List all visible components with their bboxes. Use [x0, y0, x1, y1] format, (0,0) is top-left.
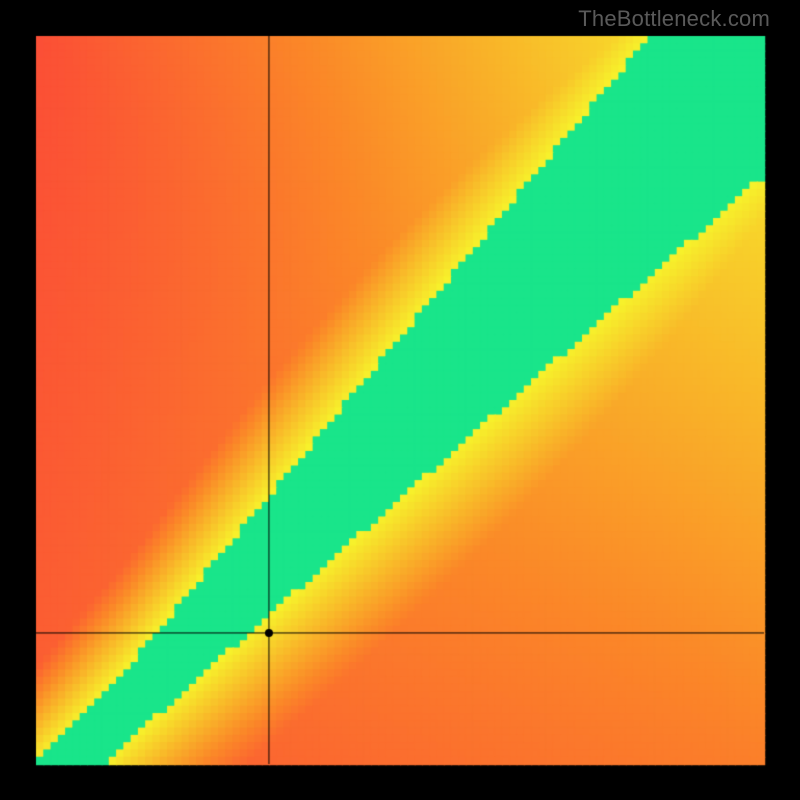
- chart-container: { "watermark": "TheBottleneck.com", "cha…: [0, 0, 800, 800]
- watermark-text: TheBottleneck.com: [578, 6, 770, 32]
- bottleneck-heatmap: [0, 0, 800, 800]
